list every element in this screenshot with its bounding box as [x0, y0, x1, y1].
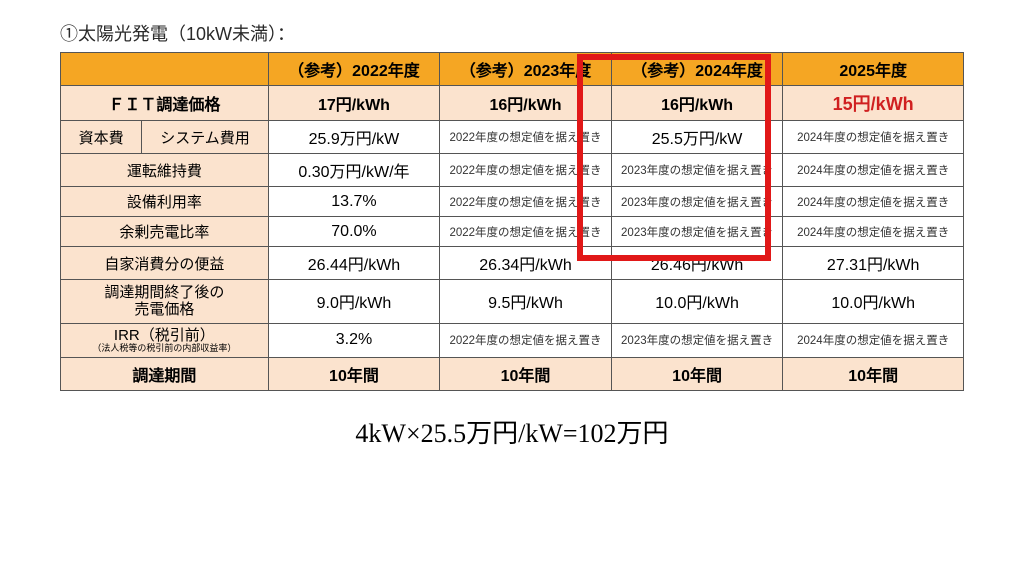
period-2022: 10年間: [268, 358, 440, 391]
irr-2024: 2023年度の想定値を据え置き: [611, 323, 783, 358]
period-label: 調達期間: [61, 358, 269, 391]
row-fit: ＦＩＴ調達価格 17円/kWh 16円/kWh 16円/kWh 15円/kWh: [61, 86, 964, 121]
capex-2025: 2024年度の想定値を据え置き: [783, 121, 964, 154]
irr-label: IRR（税引前） （法人税等の税引前の内部収益率）: [61, 323, 269, 358]
cf-2025: 2024年度の想定値を据え置き: [783, 187, 964, 217]
post-2023: 9.5円/kWh: [440, 280, 612, 324]
post-label-1: 調達期間終了後の: [104, 284, 224, 301]
fit-2023: 16円/kWh: [440, 86, 612, 121]
section-title: ①太陽光発電（10kW未満）：: [60, 20, 964, 46]
surp-2023: 2022年度の想定値を据え置き: [440, 217, 612, 247]
self-2023: 26.34円/kWh: [440, 247, 612, 280]
surp-2025: 2024年度の想定値を据え置き: [783, 217, 964, 247]
fit-2025: 15円/kWh: [783, 86, 964, 121]
period-2024: 10年間: [611, 358, 783, 391]
surp-2024: 2023年度の想定値を据え置き: [611, 217, 783, 247]
fit-2022: 17円/kWh: [268, 86, 440, 121]
row-period: 調達期間 10年間 10年間 10年間 10年間: [61, 358, 964, 391]
period-2023: 10年間: [440, 358, 612, 391]
surp-label: 余剰売電比率: [61, 217, 269, 247]
header-2025: 2025年度: [783, 53, 964, 86]
capex-2022: 25.9万円/kW: [268, 121, 440, 154]
pricing-table: （参考）2022年度 （参考）2023年度 （参考）2024年度 2025年度 …: [60, 52, 964, 391]
self-2024: 26.46円/kWh: [611, 247, 783, 280]
post-2025: 10.0円/kWh: [783, 280, 964, 324]
self-2022: 26.44円/kWh: [268, 247, 440, 280]
irr-label-main: IRR（税引前）: [114, 327, 215, 344]
post-label-2: 売電価格: [134, 301, 194, 318]
surp-2022: 70.0%: [268, 217, 440, 247]
header-blank: [61, 53, 269, 86]
irr-label-sub: （法人税等の税引前の内部収益率）: [63, 344, 266, 353]
row-surplus: 余剰売電比率 70.0% 2022年度の想定値を据え置き 2023年度の想定値を…: [61, 217, 964, 247]
irr-2022: 3.2%: [268, 323, 440, 358]
post-2024: 10.0円/kWh: [611, 280, 783, 324]
post-label: 調達期間終了後の 売電価格: [61, 280, 269, 324]
cf-2023: 2022年度の想定値を据え置き: [440, 187, 612, 217]
row-om: 運転維持費 0.30万円/kW/年 2022年度の想定値を据え置き 2023年度…: [61, 154, 964, 187]
irr-2025: 2024年度の想定値を据え置き: [783, 323, 964, 358]
cf-2022: 13.7%: [268, 187, 440, 217]
cf-2024: 2023年度の想定値を据え置き: [611, 187, 783, 217]
row-self: 自家消費分の便益 26.44円/kWh 26.34円/kWh 26.46円/kW…: [61, 247, 964, 280]
om-2022: 0.30万円/kW/年: [268, 154, 440, 187]
cf-label: 設備利用率: [61, 187, 269, 217]
capex-2023: 2022年度の想定値を据え置き: [440, 121, 612, 154]
row-irr: IRR（税引前） （法人税等の税引前の内部収益率） 3.2% 2022年度の想定…: [61, 323, 964, 358]
self-label: 自家消費分の便益: [61, 247, 269, 280]
post-2022: 9.0円/kWh: [268, 280, 440, 324]
header-2023: （参考）2023年度: [440, 53, 612, 86]
self-2025: 27.31円/kWh: [783, 247, 964, 280]
row-post: 調達期間終了後の 売電価格 9.0円/kWh 9.5円/kWh 10.0円/kW…: [61, 280, 964, 324]
om-2024: 2023年度の想定値を据え置き: [611, 154, 783, 187]
om-2025: 2024年度の想定値を据え置き: [783, 154, 964, 187]
header-row: （参考）2022年度 （参考）2023年度 （参考）2024年度 2025年度: [61, 53, 964, 86]
capex-label2: システム費用: [142, 121, 268, 154]
om-2023: 2022年度の想定値を据え置き: [440, 154, 612, 187]
capex-label1: 資本費: [61, 121, 142, 154]
header-2022: （参考）2022年度: [268, 53, 440, 86]
row-cf: 設備利用率 13.7% 2022年度の想定値を据え置き 2023年度の想定値を据…: [61, 187, 964, 217]
fit-2024: 16円/kWh: [611, 86, 783, 121]
capex-2024: 25.5万円/kW: [611, 121, 783, 154]
row-capex: 資本費 システム費用 25.9万円/kW 2022年度の想定値を据え置き 25.…: [61, 121, 964, 154]
period-2025: 10年間: [783, 358, 964, 391]
fit-label: ＦＩＴ調達価格: [61, 86, 269, 121]
calculation-text: 4kW×25.5万円/kW=102万円: [60, 413, 964, 450]
header-2024: （参考）2024年度: [611, 53, 783, 86]
om-label: 運転維持費: [61, 154, 269, 187]
irr-2023: 2022年度の想定値を据え置き: [440, 323, 612, 358]
